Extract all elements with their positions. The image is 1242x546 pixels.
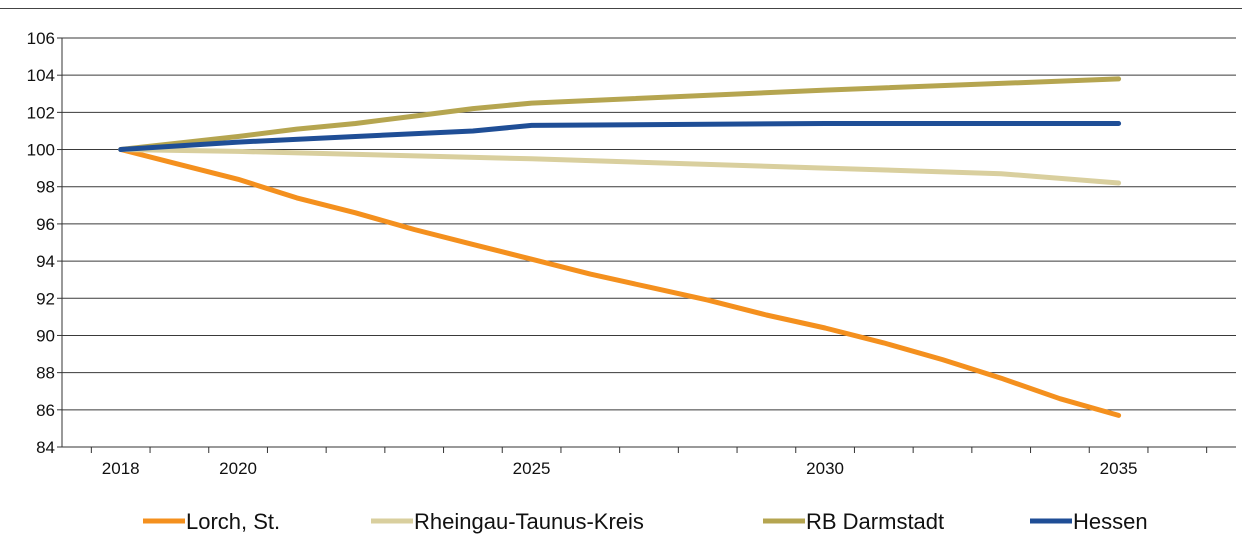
x-tick-label-2018: 2018 (102, 459, 140, 478)
x-axis-ticks: 2018 2020 2025 2030 2035 (90, 447, 1208, 478)
legend-label-2: RB Darmstadt (806, 509, 944, 534)
y-tick-label-104: 104 (27, 66, 55, 85)
x-tick-label-2020: 2020 (219, 459, 257, 478)
legend-label-1: Rheingau-Taunus-Kreis (414, 509, 644, 534)
y-tick-label-94: 94 (36, 252, 55, 271)
gridlines (62, 37, 1236, 411)
axes (61, 38, 1236, 448)
y-tick-label-98: 98 (36, 178, 55, 197)
series-lines (118, 76, 1122, 418)
y-tick-label-90: 90 (36, 326, 55, 345)
series-line-0 (118, 147, 1122, 418)
x-tick-label-2030: 2030 (806, 459, 844, 478)
series-line-2 (118, 76, 1122, 152)
x-tick-label-2025: 2025 (513, 459, 551, 478)
top-rule (0, 8, 1242, 9)
series-line-3 (118, 121, 1122, 152)
y-tick-label-96: 96 (36, 215, 55, 234)
legend-label-3: Hessen (1073, 509, 1148, 534)
y-tick-label-100: 100 (27, 141, 55, 160)
x-tick-label-2035: 2035 (1100, 459, 1138, 478)
y-tick-label-106: 106 (27, 29, 55, 48)
y-tick-label-84: 84 (36, 438, 55, 457)
y-tick-label-86: 86 (36, 401, 55, 420)
y-tick-label-92: 92 (36, 289, 55, 308)
series-line-1 (118, 147, 1122, 186)
y-tick-label-102: 102 (27, 103, 55, 122)
y-tick-label-88: 88 (36, 364, 55, 383)
legend-label-0: Lorch, St. (186, 509, 280, 534)
legend: Lorch, St. Rheingau-Taunus-Kreis RB Darmst… (143, 509, 1148, 534)
y-axis-ticks: 84 86 88 90 92 94 96 98 100 102 104 106 (27, 29, 62, 457)
